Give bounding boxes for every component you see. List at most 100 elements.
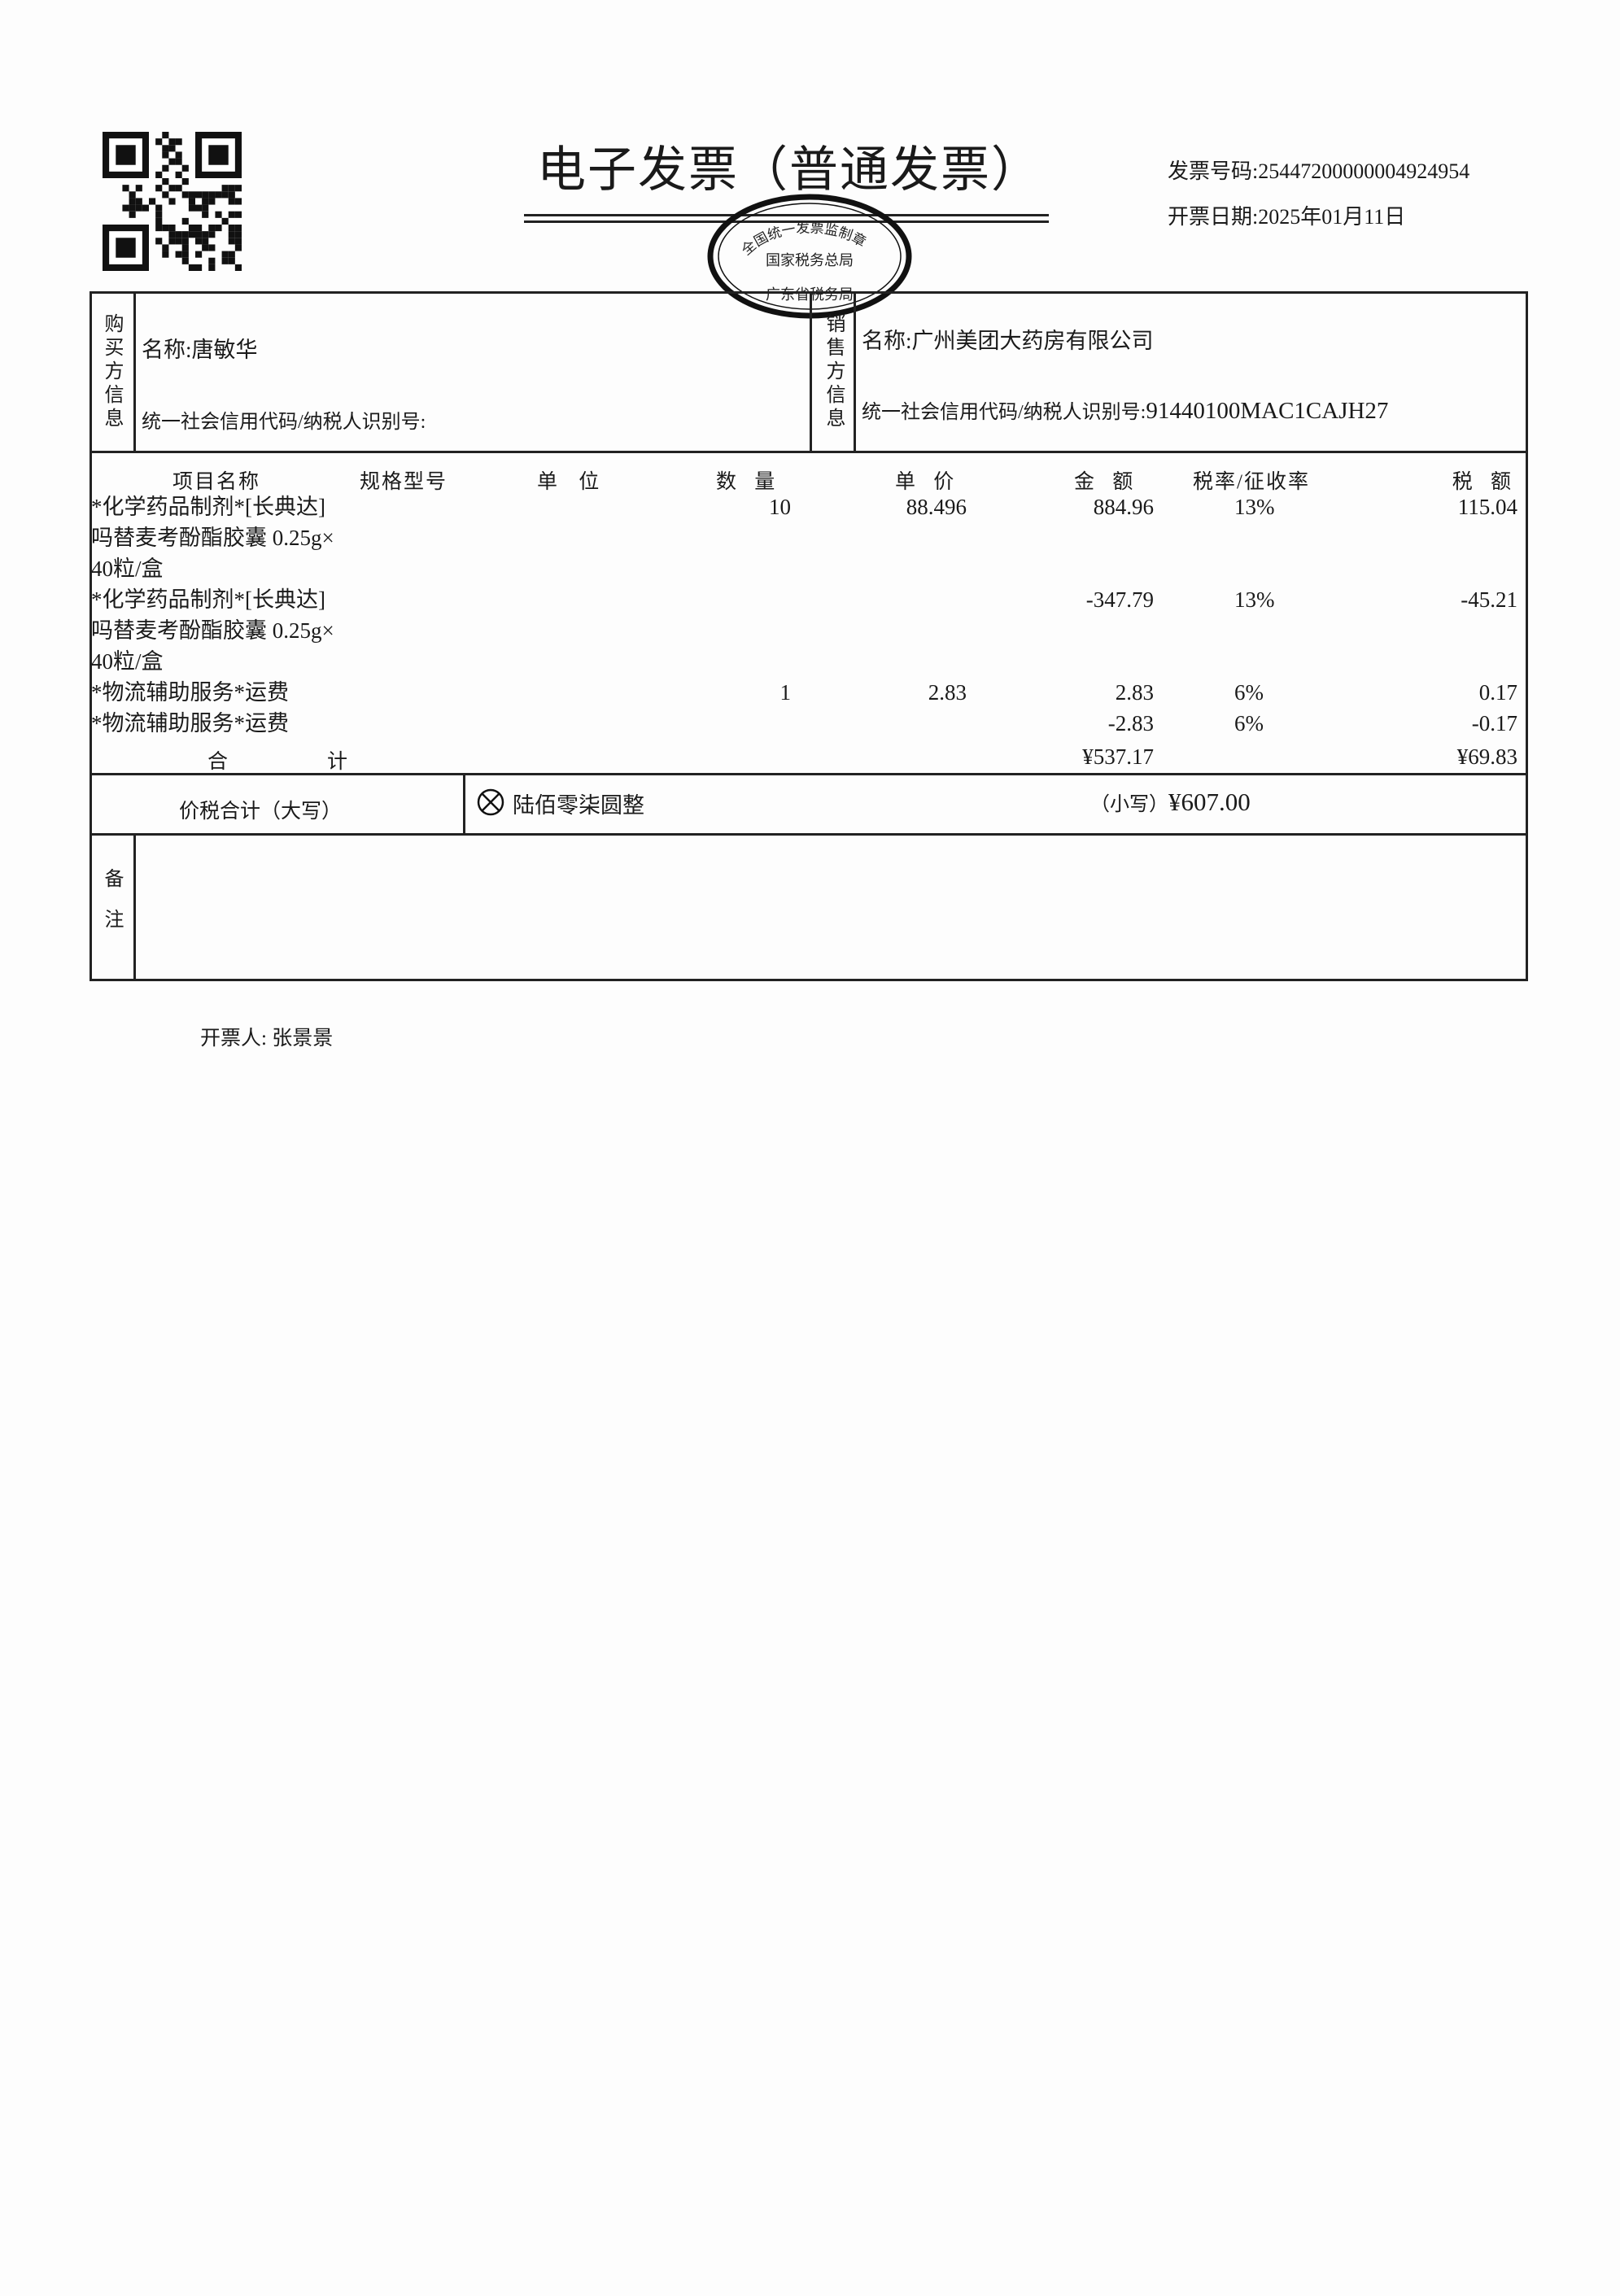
total-tax: ¥69.83 bbox=[1456, 744, 1517, 769]
item-tax-rate bbox=[1234, 615, 1324, 646]
item-unit-price bbox=[814, 584, 967, 615]
item-tax bbox=[1334, 615, 1517, 646]
item-quantity bbox=[700, 553, 791, 584]
issuer-name: 张景景 bbox=[272, 1028, 334, 1050]
remarks-label: 备注 bbox=[101, 867, 122, 949]
grand-total-small-value: ¥607.00 bbox=[1168, 788, 1251, 816]
seller-name: 名称:广州美团大药房有限公司 bbox=[862, 323, 1154, 355]
item-quantity: 10 bbox=[769, 495, 791, 519]
item-amount bbox=[976, 615, 1154, 646]
item-tax: 0.17 bbox=[1478, 680, 1517, 705]
item-name: 吗替麦考酚酯胶囊 0.25g× bbox=[91, 526, 334, 550]
circled-x-icon bbox=[477, 788, 504, 816]
item-name: *化学药品制剂*[长典达] bbox=[91, 495, 325, 519]
col-header-unit: 单 位 bbox=[537, 471, 608, 493]
seller-tax-id-label: 统一社会信用代码/纳税人识别号: bbox=[862, 402, 1146, 423]
issue-date: 开票日期:2025年01月11日 bbox=[1168, 200, 1405, 230]
item-unit-price bbox=[814, 708, 967, 739]
invoice-number: 发票号码:25447200000004924954 bbox=[1168, 155, 1469, 185]
seal-middle-text: 国家税务总局 bbox=[766, 252, 854, 268]
item-name: *物流辅助服务*运费 bbox=[91, 680, 289, 705]
col-header-spec: 规格型号 bbox=[360, 471, 448, 493]
item-unit-price: 88.496 bbox=[906, 495, 967, 519]
item-tax: 115.04 bbox=[1457, 495, 1517, 519]
divider bbox=[90, 773, 1528, 775]
seller-tax-id-value: 91440100MAC1CAJH27 bbox=[1146, 398, 1389, 424]
invoice-number-value: 25447200000004924954 bbox=[1258, 159, 1470, 183]
item-tax: -45.21 bbox=[1461, 587, 1517, 612]
col-header-amount: 金 额 bbox=[1074, 471, 1140, 493]
col-header-tax: 税 额 bbox=[1452, 471, 1517, 493]
item-tax: -0.17 bbox=[1471, 711, 1517, 736]
total-label: 合计 bbox=[207, 745, 349, 775]
buyer-name-label: 名称: bbox=[142, 338, 192, 362]
item-unit-price bbox=[814, 646, 967, 677]
item-tax-rate bbox=[1234, 646, 1324, 677]
col-header-unit-price: 单 价 bbox=[895, 471, 961, 493]
item-tax bbox=[1334, 646, 1517, 677]
title-underline bbox=[524, 214, 1049, 216]
issuer: 开票人: 张景景 bbox=[200, 1022, 333, 1051]
invoice-title: 电子发票（普通发票） bbox=[537, 143, 1041, 197]
item-unit-price bbox=[814, 522, 967, 553]
item-tax-rate: 13% bbox=[1234, 495, 1275, 519]
item-unit-price: 2.83 bbox=[928, 680, 967, 705]
item-tax-rate: 13% bbox=[1234, 587, 1275, 612]
divider bbox=[463, 773, 465, 833]
title-underline bbox=[524, 220, 1049, 223]
item-name: 40粒/盒 bbox=[91, 649, 164, 674]
grand-total-small: （小写）¥607.00 bbox=[1090, 788, 1251, 817]
item-amount: 884.96 bbox=[1093, 495, 1154, 519]
buyer-name: 名称:唐敏华 bbox=[142, 332, 258, 364]
total-amount: ¥537.17 bbox=[1082, 744, 1154, 769]
item-name: 吗替麦考酚酯胶囊 0.25g× bbox=[91, 618, 334, 643]
item-amount bbox=[976, 553, 1154, 584]
item-quantity: 1 bbox=[779, 680, 792, 705]
divider bbox=[90, 833, 1528, 836]
item-name: 40粒/盒 bbox=[91, 557, 164, 581]
item-amount: -347.79 bbox=[1085, 587, 1154, 612]
item-tax-rate: 6% bbox=[1234, 711, 1264, 736]
item-amount bbox=[976, 522, 1154, 553]
item-unit-price bbox=[814, 553, 967, 584]
seller-section-label: 销售方信息 bbox=[823, 313, 844, 431]
grand-total-label: 价税合计（大写） bbox=[179, 801, 343, 823]
item-name: *化学药品制剂*[长典达] bbox=[91, 587, 325, 612]
item-amount: 2.83 bbox=[1115, 680, 1154, 705]
item-quantity bbox=[700, 615, 791, 646]
seller-name-value: 广州美团大药房有限公司 bbox=[911, 329, 1154, 353]
col-header-tax-rate: 税率/征收率 bbox=[1193, 471, 1310, 493]
invoice-number-label: 发票号码: bbox=[1168, 159, 1259, 183]
buyer-section-label: 购买方信息 bbox=[101, 313, 122, 431]
col-header-quantity: 数 量 bbox=[716, 471, 782, 493]
item-amount: -2.83 bbox=[1107, 711, 1154, 736]
item-quantity bbox=[700, 708, 791, 739]
item-quantity bbox=[700, 646, 791, 677]
buyer-name-value: 唐敏华 bbox=[191, 338, 258, 362]
item-tax-rate: 6% bbox=[1234, 680, 1264, 705]
item-quantity bbox=[700, 522, 791, 553]
total-label-part: 合 bbox=[207, 751, 230, 773]
total-label-part: 计 bbox=[327, 751, 350, 773]
issue-date-value: 2025年01月11日 bbox=[1258, 205, 1406, 229]
grand-total-uppercase: 陆佰零柒圆整 bbox=[513, 793, 644, 818]
item-tax-rate bbox=[1234, 553, 1324, 584]
seller-name-label: 名称: bbox=[862, 329, 912, 353]
item-name: *物流辅助服务*运费 bbox=[91, 711, 289, 736]
divider bbox=[90, 451, 1528, 453]
col-header-item-name: 项目名称 bbox=[172, 471, 261, 493]
qr-code bbox=[103, 132, 242, 271]
item-unit-price bbox=[814, 615, 967, 646]
item-amount bbox=[976, 646, 1154, 677]
divider bbox=[133, 291, 136, 451]
buyer-tax-id-label: 统一社会信用代码/纳税人识别号: bbox=[142, 412, 426, 433]
item-tax bbox=[1334, 553, 1517, 584]
divider bbox=[854, 291, 856, 451]
buyer-tax-id: 统一社会信用代码/纳税人识别号: bbox=[142, 405, 426, 434]
issue-date-label: 开票日期: bbox=[1168, 205, 1259, 229]
divider bbox=[133, 833, 136, 981]
issuer-label: 开票人: bbox=[200, 1028, 267, 1050]
item-quantity bbox=[700, 584, 791, 615]
grand-total-small-label: （小写） bbox=[1090, 794, 1168, 815]
invoice-table bbox=[90, 291, 1528, 981]
